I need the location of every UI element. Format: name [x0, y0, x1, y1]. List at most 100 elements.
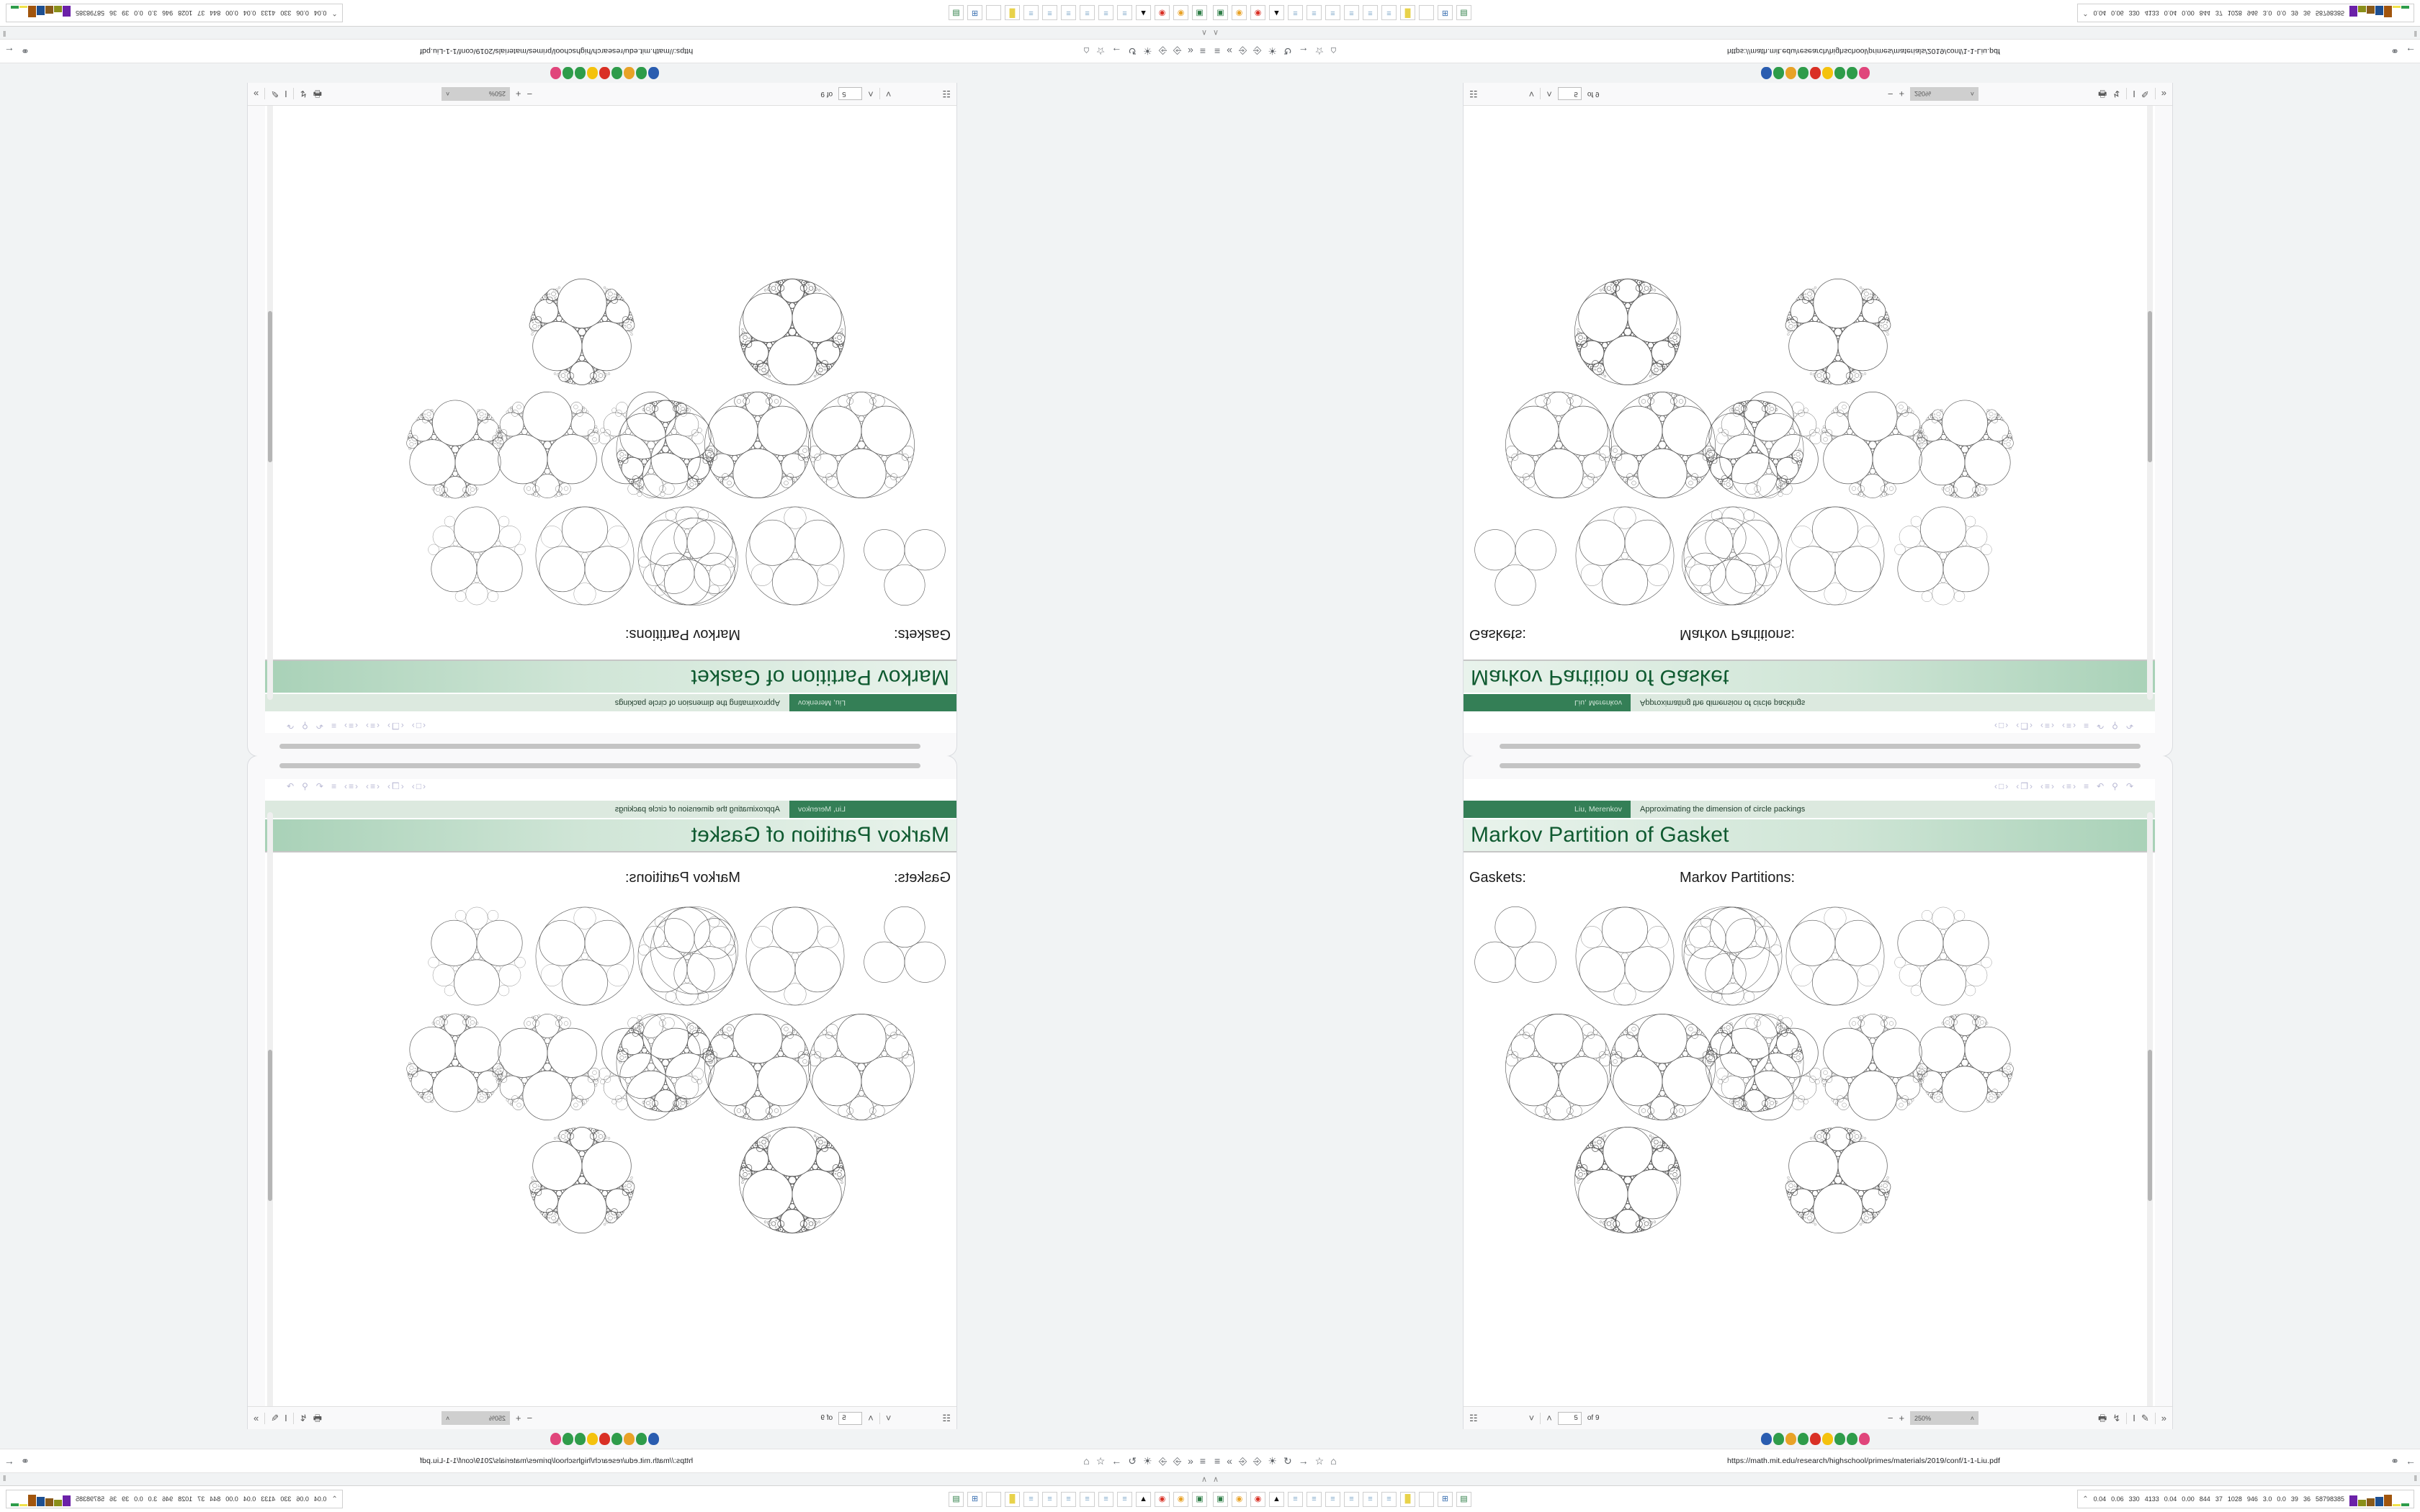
nav-subsection-group[interactable]: ‹ ≡ › [365, 721, 380, 731]
address-bar-url[interactable]: https://math.mit.edu/research/highschool… [1726, 1457, 2001, 1465]
tray-icon-doc-6[interactable]: ≡ [1023, 1491, 1039, 1507]
quadrant-bottom-right[interactable]: ‹ □ › ‹ ❐ › ‹ ≡ › [1210, 756, 2420, 1512]
tray-icon-calendar[interactable]: ⊞ [967, 5, 982, 21]
beamer-navigation-bar[interactable]: ‹ □ › ‹ ❐ › ‹ ≡ › [287, 781, 426, 791]
tab-favicon-yellow[interactable] [1821, 1433, 1833, 1445]
tray-icon-doc-6[interactable]: ≡ [1023, 5, 1039, 21]
pdf-vertical-scrollbar[interactable] [2147, 95, 2153, 700]
zoom-out-button[interactable]: − [1887, 1413, 1894, 1423]
reload-icon[interactable]: ↻ [1283, 1454, 1292, 1467]
tray-icon-doc-4[interactable]: ≡ [1061, 1491, 1076, 1507]
nav-slide-group[interactable]: ‹ □ › [1994, 721, 2009, 731]
page-horizontal-scrollbar[interactable] [279, 763, 920, 768]
nav-slide-group[interactable]: ‹ □ › [1994, 781, 2009, 791]
tray-icon-terminal[interactable]: ▣ [1192, 1491, 1207, 1507]
beamer-navigation-bar[interactable]: ‹ □ › ‹ ❐ › ‹ ≡ › [287, 721, 426, 731]
chevron-down-icon[interactable]: ˄ [868, 1413, 874, 1423]
page-number-input[interactable]: 5 [838, 87, 863, 101]
tab-favicon-pink[interactable] [1858, 67, 1870, 79]
profile-icon[interactable]: ⎆ [1173, 1454, 1182, 1467]
tray-icon-doc-2[interactable]: ≡ [1098, 5, 1113, 21]
double-chevron-icon[interactable]: » [254, 89, 259, 99]
tray-icon-note[interactable]: █ [1400, 1491, 1415, 1507]
hamburger-menu-icon[interactable]: ≡ [1199, 1455, 1206, 1467]
double-chevron-left-icon[interactable]: « [1227, 45, 1232, 57]
tab-favicon-yellow[interactable] [587, 67, 599, 79]
tab-favicon-green-2[interactable] [611, 67, 623, 79]
globe-icon[interactable]: ☀ [1143, 45, 1152, 58]
nav-document-icon[interactable]: ≡ [2084, 781, 2089, 791]
download-icon[interactable]: ↯ [299, 1413, 308, 1423]
text-cursor-icon[interactable]: I [284, 89, 287, 99]
system-monitor-widget[interactable]: ⌃ 0.04 0.06 330 4133 0.04 0.00 844 37 1028 946 3.0… [2077, 4, 2414, 22]
tab-favicon-green-3[interactable] [1834, 67, 1845, 79]
reload-icon[interactable]: ↻ [1128, 1454, 1137, 1467]
tab-favicon-pink[interactable] [1858, 1433, 1870, 1445]
nav-search-icon[interactable]: ⚲ [302, 721, 308, 731]
tray-icon-doc-5[interactable]: ≡ [1042, 1491, 1057, 1507]
browser-address-bar-row[interactable]: ≡ « ⎆ ⎆ ☀ ↻ → ☆ ⌂ https://math.mit.edu/r… [0, 1449, 1210, 1473]
tab-favicon-blue[interactable] [1760, 1433, 1772, 1445]
nav-back-icon[interactable]: ↶ [2097, 781, 2105, 791]
system-taskbar[interactable]: ▣ ◉ ◉ ▲ ≡ ≡ ≡ ≡ ≡ ≡ █ ⊞ ▤ ⌃ 0.04 0.06 330 4133 0.04 0.00 8… [1210, 1485, 2420, 1512]
beamer-navigation-bar[interactable]: ‹ □ › ‹ ❐ › ‹ ≡ › [1994, 782, 2133, 791]
nav-back-icon[interactable]: ↶ [315, 721, 323, 731]
tab-favicon-pink[interactable] [550, 1433, 562, 1445]
page-number-input[interactable]: 5 [838, 1411, 863, 1425]
tab-favicon-green-4[interactable] [1846, 1433, 1857, 1445]
shield-icon[interactable]: ⚭ [2390, 45, 2399, 58]
home-icon[interactable]: ⌂ [1083, 1455, 1090, 1467]
download-icon[interactable]: ↯ [2112, 89, 2121, 99]
forward-arrow-icon[interactable]: → [1111, 1455, 1122, 1467]
nav-forward-icon[interactable]: ↷ [287, 781, 295, 791]
zoom-in-button[interactable]: + [1899, 1413, 1905, 1423]
system-monitor-widget[interactable]: ⌃ 0.04 0.06 330 4133 0.04 0.00 844 37 1028 946 3.0… [2077, 1490, 2414, 1508]
text-cursor-icon[interactable]: I [2133, 89, 2136, 99]
tab-favicon-green-3[interactable] [575, 67, 586, 79]
zoom-out-button[interactable]: − [1887, 89, 1894, 99]
tab-favicon-green-4[interactable] [563, 67, 574, 79]
back-arrow-icon[interactable]: ← [4, 45, 14, 57]
nav-frame-group[interactable]: ‹ ❐ › [2016, 781, 2033, 791]
tray-icon-files[interactable]: ▤ [1456, 1491, 1471, 1507]
nav-frame-group[interactable]: ‹ ❐ › [387, 781, 404, 791]
nav-search-icon[interactable]: ⚲ [302, 781, 308, 791]
tray-icon-editor[interactable]: ▲ [1269, 5, 1284, 21]
nav-forward-icon[interactable]: ↷ [287, 721, 295, 731]
browser-address-bar-row[interactable]: ≡ « ⎆ ⎆ ☀ ↻ → ☆ ⌂ https://math.mit.edu/r… [0, 39, 1210, 63]
tray-icon-doc-3[interactable]: ≡ [1080, 1491, 1095, 1507]
browser-address-bar-row[interactable]: ≡ « ⎆ ⎆ ☀ ↻ → ☆ ⌂ https://math.mit.edu/r… [1210, 1449, 2420, 1473]
tray-icon-blank[interactable] [1419, 1491, 1434, 1507]
quadrant-top-right-mirrored[interactable]: ‹ □ › ‹ ❐ › ‹ ≡ › [1210, 0, 2420, 756]
tray-icon-media[interactable]: ◉ [1232, 1491, 1247, 1507]
globe-icon[interactable]: ☀ [1268, 1454, 1277, 1467]
nav-frame-group[interactable]: ‹ ❐ › [387, 721, 404, 731]
tray-icon-doc-4[interactable]: ≡ [1061, 5, 1076, 21]
reload-icon[interactable]: ↻ [1128, 45, 1137, 58]
tray-icon-blank[interactable] [1419, 5, 1434, 21]
tray-icon-media[interactable]: ◉ [1173, 1491, 1188, 1507]
page-number-input[interactable]: 5 [1557, 87, 1582, 101]
tray-icon-terminal[interactable]: ▣ [1213, 1491, 1228, 1507]
tab-favicon-red[interactable] [599, 1433, 611, 1445]
tab-favicon-blue[interactable] [648, 1433, 660, 1445]
extensions-puzzle-icon[interactable]: ⎆ [1158, 1454, 1167, 1467]
pdf-toolbar[interactable]: ☷ ˅ ˄ 5 of 9 − + 250% ˄ 🖶 ↯ [248, 1406, 956, 1429]
hamburger-menu-icon[interactable]: ≡ [1199, 45, 1206, 57]
tab-favicon-pink[interactable] [550, 67, 562, 79]
nav-subsection-group[interactable]: ‹ ≡ › [2040, 781, 2055, 791]
tray-icon-doc-1[interactable]: ≡ [1288, 1491, 1303, 1507]
nav-section-group[interactable]: ‹ ≡ › [2062, 781, 2076, 791]
tab-favicon-orange[interactable] [624, 67, 635, 79]
profile-icon[interactable]: ⎆ [1238, 45, 1247, 58]
tab-favicon-orange[interactable] [1785, 1433, 1796, 1445]
sidebar-toggle-icon[interactable]: ☷ [1469, 1413, 1478, 1423]
globe-icon[interactable]: ☀ [1268, 45, 1277, 58]
tab-favicon-yellow[interactable] [587, 1433, 599, 1445]
zoom-in-button[interactable]: + [515, 89, 521, 99]
zoom-in-button[interactable]: + [515, 1413, 521, 1423]
hamburger-menu-icon[interactable]: ≡ [1214, 45, 1221, 57]
tray-icon-record[interactable]: ◉ [1250, 1491, 1265, 1507]
text-cursor-icon[interactable]: I [284, 1413, 287, 1423]
tray-icon-record[interactable]: ◉ [1250, 5, 1265, 21]
